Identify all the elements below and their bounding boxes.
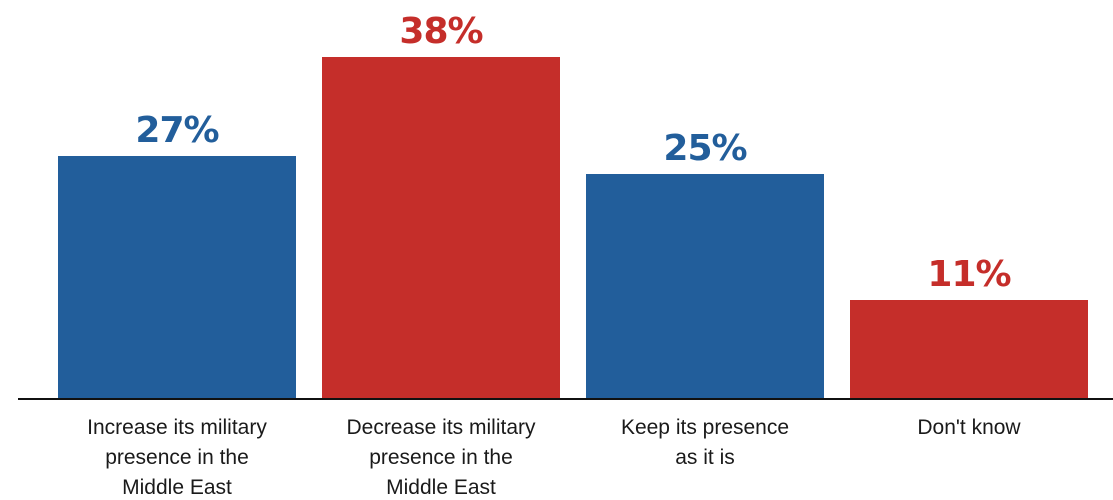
- bar-value-label-1: 27%: [135, 110, 218, 151]
- category-label-3-line-1: Keep its presence: [621, 416, 789, 439]
- category-label-2-line-3: Middle East: [386, 476, 496, 499]
- category-label-1-line-1: Increase its military: [87, 416, 267, 439]
- bar-1: [58, 156, 296, 399]
- category-label-2-line-2: presence in the: [369, 446, 513, 469]
- category-labels-layer: Increase its military presence in the Midd…: [87, 416, 1021, 499]
- category-label-4-line-1: Don't know: [917, 416, 1021, 439]
- bar-value-label-4: 11%: [927, 254, 1010, 295]
- category-label-1-line-2: presence in the: [105, 446, 249, 469]
- bar-4: [850, 300, 1088, 399]
- bar-2: [322, 57, 560, 399]
- bar-value-label-2: 38%: [399, 11, 482, 52]
- category-label-3-line-2: as it is: [675, 446, 735, 469]
- bar-value-label-3: 25%: [663, 128, 746, 169]
- bar-3: [586, 174, 824, 399]
- bars-layer: [58, 57, 1088, 399]
- category-label-2-line-1: Decrease its military: [346, 416, 536, 439]
- category-label-1-line-3: Middle East: [122, 476, 232, 499]
- value-labels-layer: 27% 38% 25% 11%: [135, 11, 1011, 295]
